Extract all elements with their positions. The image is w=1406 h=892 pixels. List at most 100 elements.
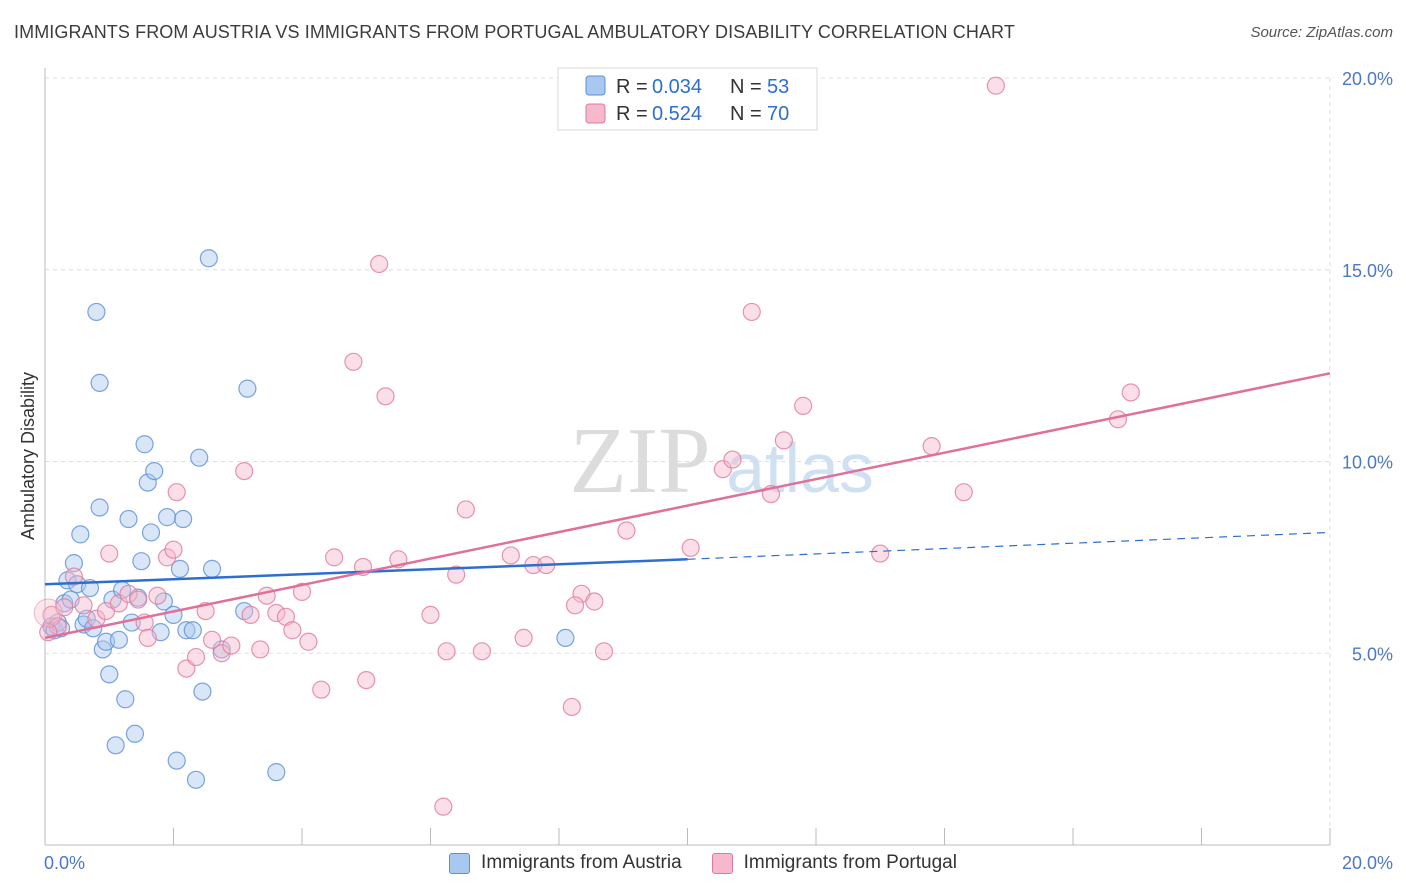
portugal-point bbox=[33, 598, 63, 628]
portugal-point bbox=[119, 584, 138, 603]
legend-austria-n-label: N = bbox=[730, 76, 762, 98]
stats-legend: R = 0.034 N = 53 R = 0.524 N = 70 bbox=[557, 67, 818, 131]
y-tick-label: 15.0% bbox=[1342, 261, 1393, 281]
portugal-point bbox=[55, 598, 74, 617]
portugal-point bbox=[370, 254, 389, 274]
portugal-point bbox=[456, 500, 475, 519]
portugal-point bbox=[514, 628, 533, 648]
legend-portugal-r-label: R = bbox=[616, 103, 648, 125]
y-tick-label: 10.0% bbox=[1342, 453, 1393, 473]
portugal-point bbox=[222, 636, 241, 655]
austria-point bbox=[186, 770, 206, 789]
portugal-point bbox=[164, 540, 183, 559]
watermark-atlas: atlas bbox=[726, 429, 874, 507]
legend-swatch-austria bbox=[585, 75, 606, 96]
austria-point bbox=[202, 559, 222, 578]
legend-austria-label: Immigrants from Austria bbox=[481, 852, 682, 873]
austria-point bbox=[100, 665, 119, 684]
portugal-point bbox=[148, 586, 167, 605]
austria-point bbox=[106, 736, 125, 755]
portugal-point bbox=[129, 590, 148, 609]
portugal-point bbox=[64, 567, 84, 586]
portugal-point bbox=[871, 544, 890, 563]
austria-point bbox=[183, 621, 202, 640]
portugal-point bbox=[1121, 383, 1140, 402]
austria-point bbox=[167, 751, 186, 770]
portugal-point bbox=[74, 596, 93, 615]
austria-swatch bbox=[449, 852, 471, 874]
legend-swatch-portugal bbox=[585, 103, 606, 124]
portugal-trend-line bbox=[44, 372, 1331, 640]
portugal-point bbox=[986, 76, 1006, 95]
austria-point bbox=[190, 448, 209, 467]
x-tick-label: 0.0% bbox=[44, 853, 85, 873]
legend-item-portugal[interactable]: Immigrants from Portugal bbox=[711, 852, 957, 874]
portugal-point bbox=[267, 603, 286, 623]
source-note: Source: ZipAtlas.com bbox=[1250, 24, 1393, 41]
portugal-point bbox=[585, 592, 604, 611]
portugal-point bbox=[312, 680, 331, 699]
portugal-swatch bbox=[711, 852, 733, 874]
portugal-point bbox=[501, 546, 520, 565]
portugal-point bbox=[922, 437, 941, 456]
austria-point bbox=[119, 509, 138, 529]
austria-point bbox=[138, 473, 157, 492]
austria-point bbox=[145, 461, 164, 481]
portugal-point bbox=[723, 450, 742, 469]
legend-austria-n: 53 bbox=[767, 76, 789, 98]
austria-point bbox=[157, 508, 177, 527]
legend-portugal-n: 70 bbox=[767, 103, 789, 125]
austria-point bbox=[141, 523, 161, 542]
chart-title: IMMIGRANTS FROM AUSTRIA VS IMMIGRANTS FR… bbox=[14, 22, 1015, 42]
portugal-point bbox=[774, 431, 793, 450]
portugal-point bbox=[241, 605, 260, 625]
portugal-point bbox=[447, 565, 466, 584]
portugal-point bbox=[472, 642, 491, 661]
austria-point bbox=[238, 379, 257, 398]
austria-point bbox=[267, 763, 286, 782]
portugal-point bbox=[594, 642, 614, 661]
austria-point bbox=[212, 640, 231, 659]
portugal-point bbox=[617, 521, 636, 540]
portugal-point bbox=[434, 797, 453, 816]
austria-point bbox=[64, 554, 84, 573]
austria-point bbox=[132, 552, 151, 571]
portugal-point bbox=[376, 387, 395, 406]
austria-point bbox=[177, 621, 196, 640]
austria-point bbox=[193, 682, 212, 701]
tick-labels: 5.0% 10.0% 15.0% 20.0% 0.0% 20.0% bbox=[44, 69, 1393, 873]
portugal-point bbox=[299, 632, 318, 651]
austria-point bbox=[116, 690, 135, 709]
portugal-point bbox=[235, 461, 254, 481]
portugal-point bbox=[212, 644, 231, 663]
austria-point bbox=[199, 249, 218, 268]
austria-trend-extension bbox=[687, 531, 1331, 560]
portugal-point bbox=[437, 642, 456, 661]
portugal-point bbox=[167, 483, 186, 502]
portugal-point bbox=[681, 538, 700, 557]
austria-point bbox=[170, 559, 190, 578]
portugal-point bbox=[357, 670, 376, 690]
austria-points bbox=[42, 249, 575, 789]
legend-austria-r: 0.034 bbox=[652, 76, 702, 98]
legend-portugal-r: 0.524 bbox=[652, 103, 702, 125]
portugal-point bbox=[325, 548, 344, 567]
portugal-point bbox=[344, 352, 363, 371]
x-tick-label: 20.0% bbox=[1342, 853, 1393, 873]
austria-point bbox=[125, 724, 145, 743]
austria-point bbox=[556, 628, 575, 648]
austria-point bbox=[109, 630, 128, 649]
watermark-zip: ZIP bbox=[570, 409, 711, 513]
austria-point bbox=[87, 302, 106, 322]
austria-point bbox=[90, 373, 109, 392]
portugal-point bbox=[109, 594, 128, 613]
y-axis-label: Ambulatory Disability bbox=[18, 372, 38, 540]
legend-item-austria[interactable]: Immigrants from Austria bbox=[449, 852, 682, 874]
portugal-point bbox=[562, 697, 581, 717]
series-legend: Immigrants from Austria Immigrants from … bbox=[0, 852, 1406, 874]
portugal-point bbox=[713, 460, 732, 479]
axes bbox=[44, 68, 1331, 846]
portugal-point bbox=[954, 483, 973, 502]
trend-lines bbox=[44, 372, 1331, 640]
y-tick-label: 5.0% bbox=[1352, 644, 1393, 664]
